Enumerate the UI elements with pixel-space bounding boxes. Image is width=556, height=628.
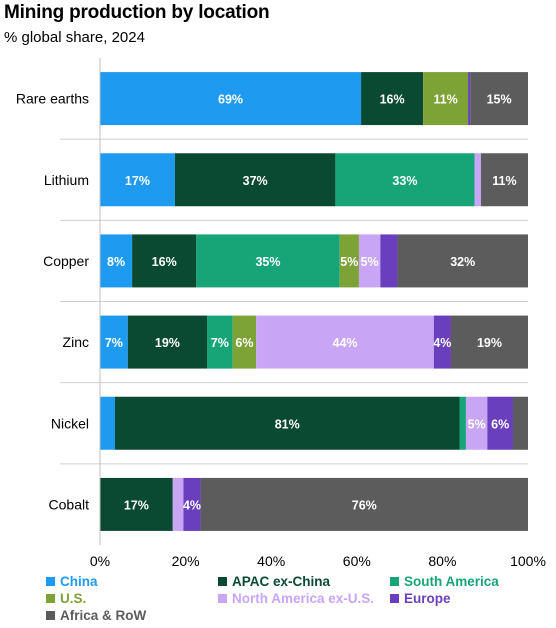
x-tick-label: 80% <box>428 553 456 569</box>
bar-segment <box>433 315 451 369</box>
legend-item: Africa & RoW <box>46 608 146 623</box>
chart-legend: China APAC ex-China South America U.S. North… <box>0 574 556 628</box>
category-label: Copper <box>43 253 89 269</box>
x-tick-label: 60% <box>343 553 371 569</box>
data-label: 81% <box>275 417 300 431</box>
bar-segment <box>127 315 207 369</box>
legend-item: APAC ex-China <box>218 574 330 589</box>
bar-segment <box>196 234 340 288</box>
bar-segment <box>487 396 514 450</box>
data-label: 11% <box>492 174 516 188</box>
data-label: 5% <box>340 255 358 269</box>
data-label: 16% <box>152 255 177 269</box>
data-label: 19% <box>477 336 502 350</box>
data-label: 35% <box>255 255 280 269</box>
legend-label: North America ex-U.S. <box>232 591 375 606</box>
bar-segment <box>100 315 128 369</box>
bar-segment <box>358 234 381 288</box>
x-tick-label: 40% <box>257 553 285 569</box>
bar-segment <box>200 477 528 531</box>
legend-label: APAC ex-China <box>232 574 331 589</box>
bar-segment <box>423 72 469 126</box>
bar-segment <box>465 396 488 450</box>
legend-label: South America <box>404 574 499 589</box>
category-label: Nickel <box>51 415 89 431</box>
data-label: 32% <box>450 255 475 269</box>
bar-segment <box>513 396 528 450</box>
bar-segment <box>380 234 398 288</box>
bar-segment <box>450 315 528 369</box>
bar-segment <box>256 315 434 369</box>
data-label: 5% <box>468 417 486 431</box>
legend-label: China <box>60 574 98 589</box>
bar-segment <box>183 477 201 531</box>
data-label: 6% <box>235 336 253 350</box>
bar-segment <box>100 72 362 126</box>
data-label: 37% <box>243 174 268 188</box>
bar-segment <box>335 153 475 207</box>
legend-swatch <box>390 594 399 603</box>
bar-segment <box>132 234 197 288</box>
data-label: 5% <box>361 255 379 269</box>
bar-segment <box>207 315 233 369</box>
legend-swatch <box>46 594 55 603</box>
bar-segment <box>174 153 336 207</box>
legend-swatch <box>218 577 227 586</box>
legend-label: Africa & RoW <box>60 608 147 623</box>
legend-swatch <box>218 594 227 603</box>
data-label: 76% <box>352 498 377 512</box>
bar-segment <box>361 72 424 126</box>
bar-segment <box>468 72 471 126</box>
category-label: Lithium <box>44 172 89 188</box>
bar-segment <box>100 234 133 288</box>
legend-swatch <box>390 577 399 586</box>
data-label: 7% <box>211 336 229 350</box>
data-label: 17% <box>124 498 149 512</box>
chart-title: Mining production by location <box>4 2 270 23</box>
data-label: 44% <box>333 336 358 350</box>
stacked-bar-chart: Rare earths 69% 16% 11% 15% Lithium 17% 37% 33% 1… <box>16 58 546 569</box>
legend-item: North America ex-U.S. <box>218 591 374 606</box>
legend-item: China <box>46 574 98 589</box>
legend-item: U.S. <box>46 591 86 606</box>
bar-segment <box>470 72 528 126</box>
data-label: 4% <box>183 498 201 512</box>
bar-segment <box>114 396 460 450</box>
data-label: 4% <box>433 336 451 350</box>
data-label: 6% <box>491 417 509 431</box>
data-label: 15% <box>487 93 512 107</box>
bar-segment <box>232 315 257 369</box>
data-label: 11% <box>433 93 457 107</box>
bar-segment <box>459 396 466 450</box>
chart-subtitle: % global share, 2024 <box>4 29 145 46</box>
x-tick-label: 20% <box>172 553 200 569</box>
bar-segment <box>100 396 115 450</box>
bar-segment <box>172 477 184 531</box>
data-label: 33% <box>392 174 417 188</box>
data-label: 8% <box>107 255 125 269</box>
data-label: 17% <box>125 174 150 188</box>
bar-segment <box>397 234 528 288</box>
category-label: Cobalt <box>49 496 90 512</box>
category-label: Zinc <box>63 334 89 350</box>
data-label: 69% <box>218 93 243 107</box>
data-label: 7% <box>105 336 123 350</box>
category-label: Rare earths <box>16 91 89 107</box>
legend-swatch <box>46 577 55 586</box>
x-tick-label: 0% <box>90 553 110 569</box>
bar-segment <box>100 477 173 531</box>
bar-segment <box>100 153 175 207</box>
legend-label: U.S. <box>60 591 87 606</box>
legend-item: South America <box>390 574 499 589</box>
legend-item: Europe <box>390 591 451 606</box>
legend-swatch <box>46 611 55 620</box>
data-label: 16% <box>380 93 405 107</box>
bar-segment <box>339 234 359 288</box>
bar-segment <box>480 153 528 207</box>
legend-label: Europe <box>404 591 451 606</box>
x-tick-label: 100% <box>510 553 546 569</box>
data-label: 19% <box>155 336 180 350</box>
bar-segment <box>474 153 481 207</box>
